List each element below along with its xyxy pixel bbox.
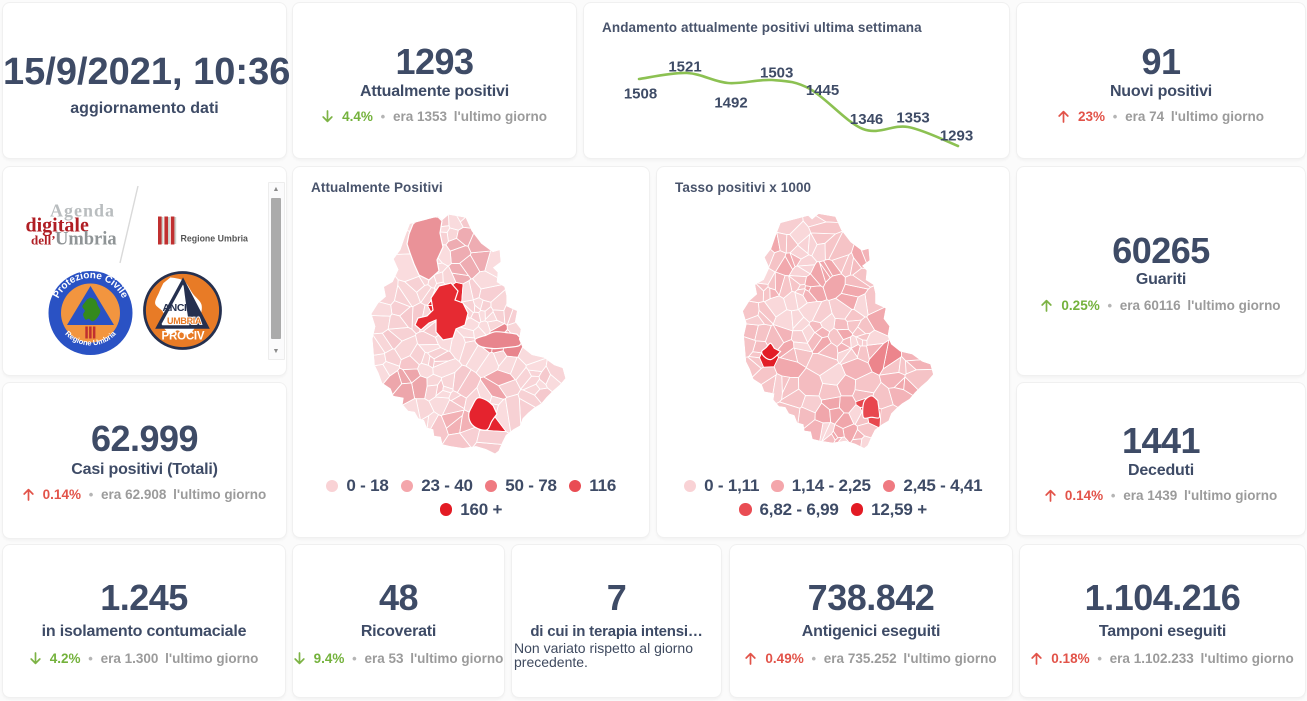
svg-text:Agenda: Agenda bbox=[50, 201, 115, 221]
svg-text:ANCI: ANCI bbox=[163, 302, 188, 314]
svg-text:1353: 1353 bbox=[896, 110, 929, 127]
svg-text:Regione Umbria: Regione Umbria bbox=[181, 234, 249, 244]
svg-text:PROCIV: PROCIV bbox=[162, 331, 205, 343]
svg-text:Umbria: Umbria bbox=[55, 230, 117, 250]
svg-text:dell’: dell’ bbox=[31, 233, 56, 248]
svg-text:digitale: digitale bbox=[26, 215, 89, 237]
svg-text:1293: 1293 bbox=[940, 128, 973, 145]
svg-text:1503: 1503 bbox=[760, 64, 793, 81]
svg-text:1492: 1492 bbox=[714, 95, 747, 112]
svg-text:1508: 1508 bbox=[624, 86, 657, 103]
svg-text:1346: 1346 bbox=[850, 111, 883, 128]
svg-text:1521: 1521 bbox=[668, 59, 701, 76]
svg-text:UMBRIA: UMBRIA bbox=[167, 316, 202, 326]
svg-text:1445: 1445 bbox=[806, 82, 839, 99]
